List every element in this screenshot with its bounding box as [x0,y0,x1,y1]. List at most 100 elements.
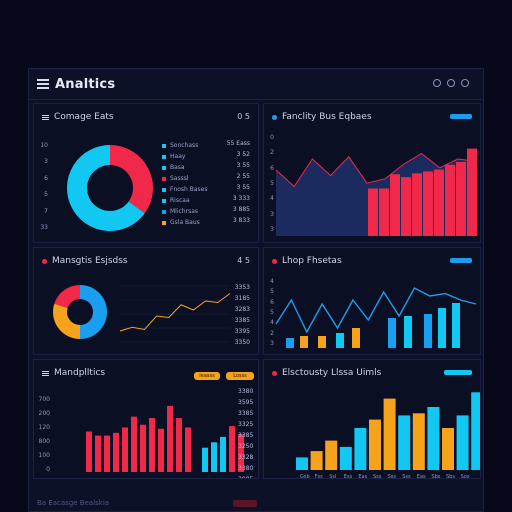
panel-title-text: Mandplltics [54,368,106,378]
panel-title-text: Mansgtis Esjsdss [52,256,128,266]
value-item: 3 333 [227,195,250,206]
menu-icon[interactable] [42,114,49,120]
tick-label: Eas [417,474,426,479]
legend-swatch [162,187,166,192]
panel-title: Mandplltics [42,368,105,378]
bar [310,451,323,470]
filter-pill[interactable]: Ieasss [194,372,220,380]
value-item-text: 2 55 [236,173,250,180]
tick-label: 6 [270,298,274,306]
bar [452,303,460,348]
bar [158,428,164,472]
settings-icon[interactable] [447,79,455,87]
menu-icon[interactable] [42,370,49,376]
value-item: 3353 [235,284,250,295]
legend-item: Mlichrsas [162,206,208,217]
bar [238,434,244,472]
tick-label: Sss [402,474,411,479]
bar [300,336,308,348]
tick-label: 5 [270,288,274,296]
tick-label: 2 [270,329,274,337]
y-axis: 4 5 6 5 4 2 3 [264,278,274,348]
value-item-text: 3250 [238,443,254,450]
tick-label: 3 [270,340,274,347]
bar [325,440,338,470]
legend-item: Fnosh Bases [162,184,208,195]
tick-label: 3 [44,158,48,166]
value-item-text: 3 333 [232,195,250,202]
footer-button[interactable] [233,500,257,507]
tick-label: 3 [270,210,274,218]
bar [471,392,480,470]
tick-label: Gsb [300,474,310,479]
value-item-text: 3 52 [236,151,250,158]
panel-corner: 4 5 [237,256,250,265]
panel-title-text: Lhop Fhsetas [282,256,342,266]
tick-label: Sss [373,474,382,479]
filter-pill[interactable]: Losss [226,372,254,380]
panel-action-button[interactable] [444,370,472,375]
user-icon[interactable] [461,79,469,87]
bar [404,316,412,348]
bar [339,446,352,470]
legend-item-text: Gsla Baus [170,219,200,226]
legend-item: Haay [162,151,208,162]
value-item-text: 3985 [238,476,253,478]
tick-label: Fss [315,474,323,479]
value-column: 55 Eass 3 52 3 55 2 55 3 55 3 333 3 885 3 833 [227,140,250,228]
value-item: 3380 [238,388,253,399]
bar [86,431,92,472]
dot-icon [272,370,277,376]
panel-br: Elsctousty Llssa Uimls Gsb Fss Ssl Ess Eas Ss… [263,359,481,479]
legend-swatch [162,154,166,159]
panel-corner: 0 5 [237,112,250,121]
tick-label: 6 [44,174,48,182]
donut-slice [67,145,145,231]
panel-tl: Comage Eats 0 5 10 3 6 5 7 33 Sonchass Haay Bas… [33,103,259,243]
legend-item-text: Mlichrsas [170,208,199,215]
value-item-text: 55 Eass [226,140,250,147]
bar [131,416,137,472]
value-item: 3 833 [227,217,250,228]
value-item-text: 3 55 [236,162,250,169]
bar [438,308,446,348]
bar [202,447,208,472]
bar [368,188,378,236]
bar [383,398,396,470]
menu-icon[interactable] [37,79,49,89]
tick-label: 200 [38,410,50,417]
tick-label: Sss [388,474,397,479]
bar [467,148,477,236]
bar [427,407,440,470]
bar [423,171,433,236]
value-item: 3 885 [227,206,250,217]
tick-label: 4 [270,319,274,327]
bar [185,427,191,472]
bar [122,427,128,472]
value-item: 3380 [238,465,253,476]
bar [140,424,146,472]
panel-title: Mansgtis Esjsdss [42,256,128,266]
line-series [119,293,231,332]
bar [388,318,396,348]
value-item-text: 3 833 [232,217,250,224]
panel-action-button[interactable] [450,258,472,263]
panel-title-text: Comage Eats [54,112,114,122]
tick-label: Sbs [431,474,440,479]
value-item-text: 3 885 [232,206,250,213]
search-icon[interactable] [433,79,441,87]
value-item-text: 3325 [238,421,254,428]
value-item-text: 3283 [234,306,250,313]
bar [318,336,326,348]
panel-title: Lhop Fhsetas [272,256,342,266]
tick-label: 6 [270,164,274,172]
tick-label: 3 [270,226,274,233]
line-chart [119,285,231,343]
area-line [275,152,477,188]
bar [412,413,425,470]
panel-action-button[interactable] [450,114,472,119]
bar [296,457,308,470]
value-item: 3185 [235,295,250,306]
legend-item-text: Sasssl [170,175,189,182]
y-axis: 700 200 120 800 100 0 [34,396,50,474]
